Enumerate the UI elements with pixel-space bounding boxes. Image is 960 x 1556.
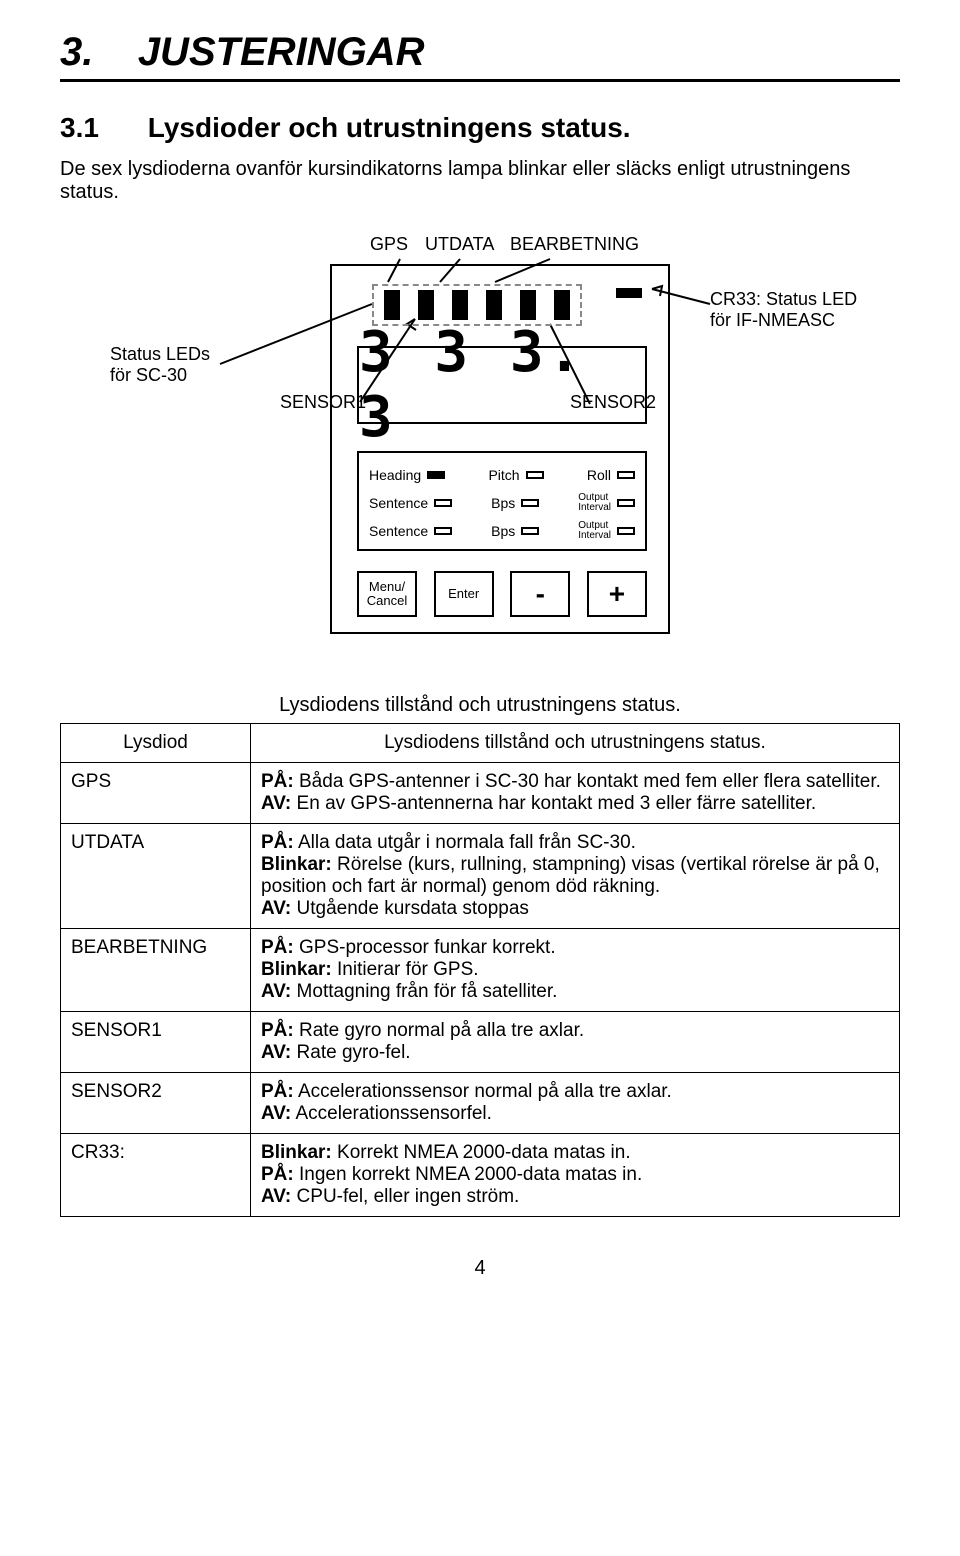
lbl-sentence: Sentence	[369, 523, 428, 539]
indicator-icon	[521, 499, 539, 507]
chapter-rule	[60, 79, 900, 82]
status-table: Lysdiod Lysdiodens tillstånd och utrustn…	[60, 723, 900, 1217]
cell-status: PÅ: Båda GPS-antenner i SC-30 har kontak…	[251, 763, 900, 824]
page-number: 4	[60, 1257, 900, 1280]
table-row: GPSPÅ: Båda GPS-antenner i SC-30 har kon…	[61, 763, 900, 824]
table-row: SENSOR2PÅ: Accelerationssensor normal på…	[61, 1073, 900, 1134]
cell-lysdiod: GPS	[61, 763, 251, 824]
indicator-icon	[427, 471, 445, 479]
cell-lysdiod: CR33:	[61, 1134, 251, 1217]
chapter-title: 3. JUSTERINGAR	[60, 30, 900, 75]
indicator-icon	[521, 527, 539, 535]
left-note-l2: för SC-30	[110, 365, 210, 386]
indicator-icon	[617, 471, 635, 479]
label-gps: GPS	[370, 234, 408, 255]
right-note: CR33: Status LED för IF-NMEASC	[710, 289, 857, 331]
section-title: 3.1 Lysdioder och utrustningens status.	[60, 112, 900, 144]
led-icon	[486, 290, 502, 320]
indicator-icon	[434, 527, 452, 535]
device-panel: 3 3 3. 3 Heading Pitch Roll Sentence Bps…	[330, 264, 670, 634]
buttons-row: Menu/ Cancel Enter - +	[357, 571, 647, 617]
cell-lysdiod: UTDATA	[61, 824, 251, 929]
led-icon	[452, 290, 468, 320]
cell-status: Blinkar: Korrekt NMEA 2000-data matas in…	[251, 1134, 900, 1217]
cell-status: PÅ: Rate gyro normal på alla tre axlar.A…	[251, 1012, 900, 1073]
cell-status: PÅ: Alla data utgår i normala fall från …	[251, 824, 900, 929]
seven-segment-display: 3 3 3. 3	[357, 346, 647, 424]
cell-status: PÅ: Accelerationssensor normal på alla t…	[251, 1073, 900, 1134]
led-icon	[384, 290, 400, 320]
plus-button[interactable]: +	[587, 571, 647, 617]
menu-cancel-button[interactable]: Menu/ Cancel	[357, 571, 417, 617]
right-note-l2: för IF-NMEASC	[710, 310, 857, 331]
chapter-name: JUSTERINGAR	[138, 30, 425, 74]
indicator-icon	[434, 499, 452, 507]
section-name: Lysdioder och utrustningens status.	[148, 112, 631, 143]
label-bearbetning: BEARBETNING	[510, 234, 639, 255]
label-utdata: UTDATA	[425, 234, 494, 255]
left-note-l1: Status LEDs	[110, 344, 210, 365]
indicator-icon	[617, 499, 635, 507]
th-lysdiod: Lysdiod	[61, 724, 251, 763]
lbl-bps: Bps	[491, 523, 515, 539]
section-number: 3.1	[60, 112, 140, 144]
device-diagram: GPS UTDATA BEARBETNING Status LEDs för S…	[70, 234, 890, 664]
enter-button[interactable]: Enter	[434, 571, 494, 617]
table-row: CR33:Blinkar: Korrekt NMEA 2000-data mat…	[61, 1134, 900, 1217]
lbl-heading: Heading	[369, 467, 421, 483]
lbl-sentence: Sentence	[369, 495, 428, 511]
table-row: SENSOR1PÅ: Rate gyro normal på alla tre …	[61, 1012, 900, 1073]
chapter-number: 3.	[60, 30, 93, 74]
minus-button[interactable]: -	[510, 571, 570, 617]
table-caption: Lysdiodens tillstånd och utrustningens s…	[60, 694, 900, 717]
indicator-icon	[526, 471, 544, 479]
led-icon	[520, 290, 536, 320]
labels-box: Heading Pitch Roll Sentence Bps OutputIn…	[357, 451, 647, 551]
intro-text: De sex lysdioderna ovanför kursindikator…	[60, 158, 900, 204]
table-row: BEARBETNINGPÅ: GPS-processor funkar korr…	[61, 929, 900, 1012]
cell-status: PÅ: GPS-processor funkar korrekt.Blinkar…	[251, 929, 900, 1012]
lbl-roll: Roll	[587, 467, 611, 483]
indicator-icon	[617, 527, 635, 535]
cr33-led-icon	[616, 288, 642, 298]
lbl-bps: Bps	[491, 495, 515, 511]
right-note-l1: CR33: Status LED	[710, 289, 857, 310]
led-icon	[554, 290, 570, 320]
table-row: UTDATAPÅ: Alla data utgår i normala fall…	[61, 824, 900, 929]
cell-lysdiod: SENSOR2	[61, 1073, 251, 1134]
cell-lysdiod: SENSOR1	[61, 1012, 251, 1073]
led-icon	[418, 290, 434, 320]
left-note: Status LEDs för SC-30	[110, 344, 210, 386]
th-status: Lysdiodens tillstånd och utrustningens s…	[251, 724, 900, 763]
lbl-output-interval: OutputInterval	[578, 493, 611, 513]
lbl-pitch: Pitch	[488, 467, 519, 483]
lbl-output-interval: OutputInterval	[578, 521, 611, 541]
cell-lysdiod: BEARBETNING	[61, 929, 251, 1012]
